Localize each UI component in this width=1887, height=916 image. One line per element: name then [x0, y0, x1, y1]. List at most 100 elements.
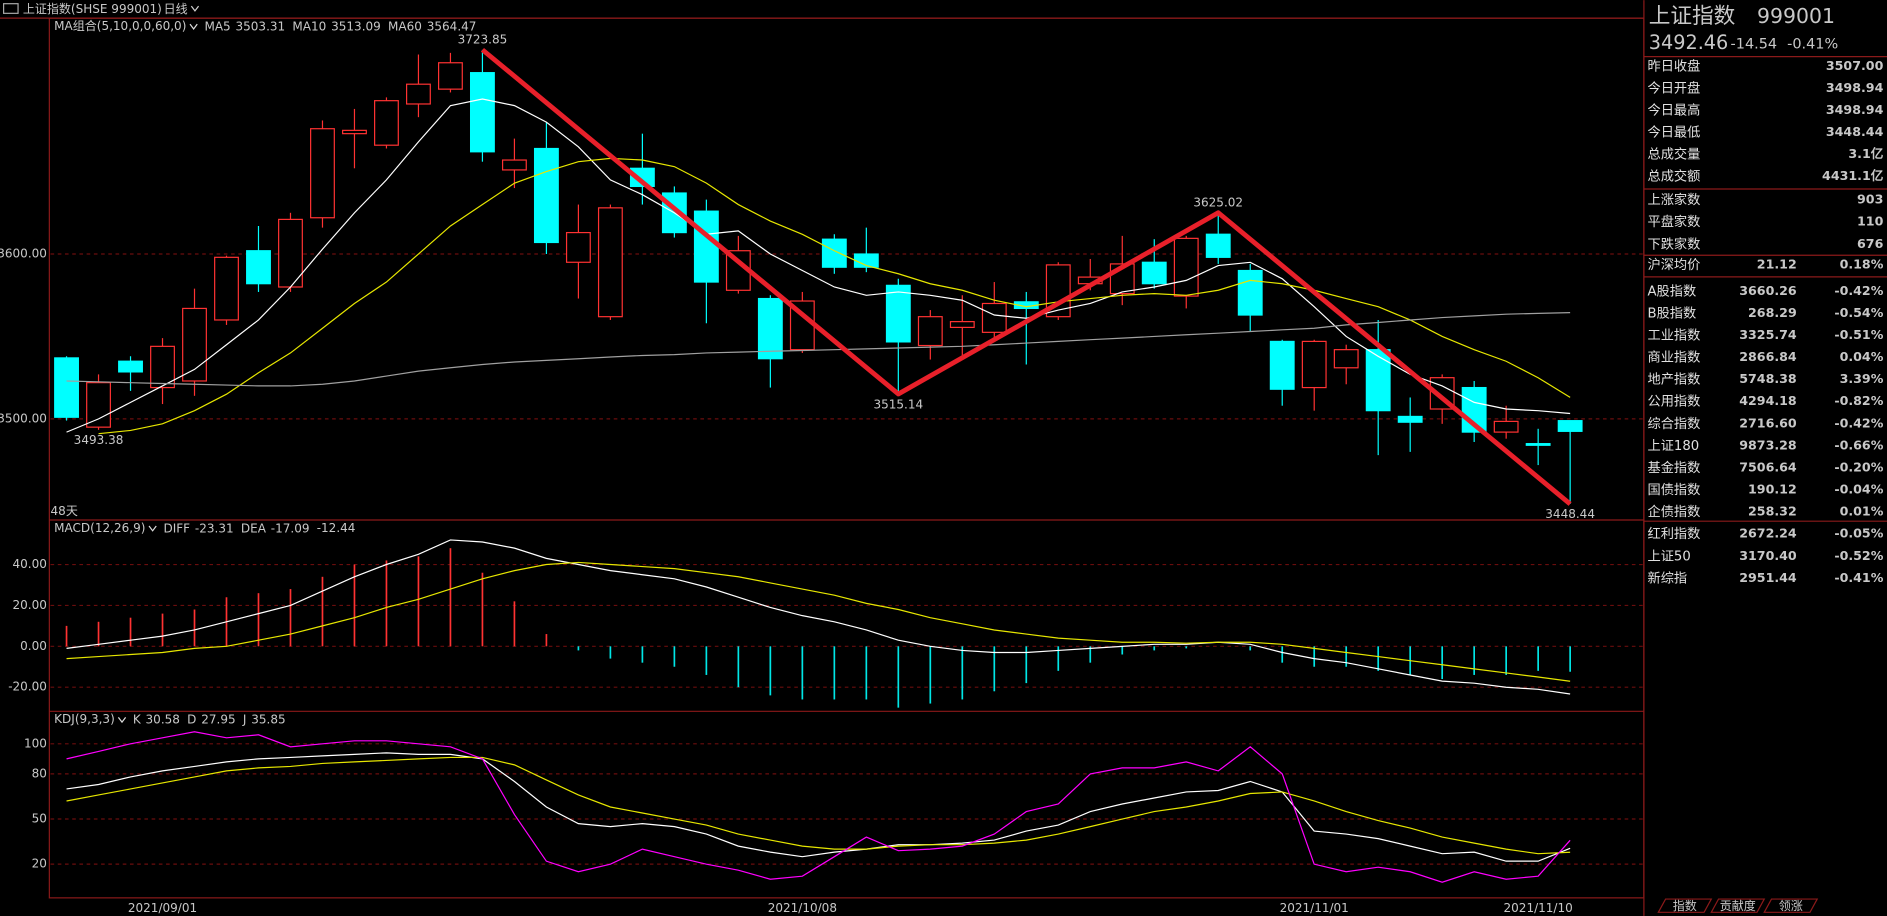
legend-entry: J 35.85 [242, 712, 286, 726]
candle-body [501, 159, 527, 171]
indicator-line [66, 98, 1571, 433]
index-name[interactable]: 公用指数 [1648, 394, 1701, 410]
legend-value: 3513.09 [331, 19, 381, 33]
candle-body [757, 297, 783, 360]
candle-body [182, 307, 207, 382]
legend-name: K [133, 712, 142, 726]
tab-label[interactable]: 指数 [1673, 898, 1697, 913]
index-value: 3325.74 [1739, 327, 1797, 342]
y-tick-label: -20.00 [8, 680, 47, 694]
index-pct: -0.41% [1834, 570, 1883, 585]
candle-body [1237, 269, 1263, 316]
index-value: 268.29 [1748, 305, 1797, 320]
y-tick-label: 40.00 [13, 557, 47, 571]
row-value: 3507.00 [1826, 58, 1884, 73]
candle-body [54, 357, 79, 418]
extreme-label: 3515.14 [873, 397, 923, 411]
index-name[interactable]: A股指数 [1648, 283, 1697, 299]
index-value: 258.32 [1748, 504, 1797, 519]
indicator-chevron[interactable] [189, 23, 198, 30]
side-panel-lines [1643, 56, 1887, 522]
row-label: 上涨家数 [1648, 191, 1701, 208]
legend-name: MA10 [292, 19, 326, 33]
index-value: 2716.60 [1739, 415, 1797, 430]
candle-body [1045, 264, 1071, 318]
candle-body [1333, 349, 1359, 369]
indicator-name[interactable]: MACD(12,26,9) [54, 521, 145, 535]
index-pct: -0.51% [1834, 327, 1883, 342]
index-pct: -0.42% [1834, 283, 1883, 298]
indicator-line [66, 539, 1571, 695]
index-pct: -0.20% [1834, 459, 1883, 474]
index-name[interactable]: 企债指数 [1648, 503, 1701, 520]
top-bar: 上证指数(SHSE 999001) 日线 [3, 1, 200, 16]
y-tick-label: 3600.00 [0, 247, 47, 261]
candle-body [469, 72, 495, 153]
candle-body [310, 128, 335, 219]
index-name[interactable]: 上证50 [1648, 548, 1691, 564]
legend-value: 3564.47 [427, 19, 477, 33]
indicator-name[interactable]: KDJ(9,3,3) [54, 712, 115, 726]
extreme-label: 3448.44 [1545, 507, 1595, 521]
legend-name: DEA [241, 521, 267, 535]
legend-value: 30.58 [146, 712, 180, 726]
index-pct: -0.82% [1834, 393, 1883, 408]
index-name[interactable]: 基金指数 [1648, 460, 1701, 476]
index-name[interactable]: 国债指数 [1648, 482, 1701, 498]
index-name[interactable]: B股指数 [1648, 305, 1697, 321]
tab[interactable] [1710, 898, 1766, 913]
legend-name: J [242, 712, 247, 726]
index-pct: -0.04% [1834, 482, 1883, 497]
index-name[interactable]: 综合指数 [1648, 416, 1701, 432]
candle-body [86, 382, 111, 428]
y-tick-label: 80 [32, 766, 47, 780]
index-name[interactable]: 新综指 [1648, 570, 1688, 586]
row-value: 4431.1亿 [1822, 168, 1884, 183]
indicator-name[interactable]: MA组合(5,10,0,0,60,0) [54, 18, 186, 33]
index-pct: 0.01% [1840, 504, 1884, 519]
candle-body [150, 345, 175, 389]
legend-entry: DIFF -23.31 [163, 521, 233, 535]
candle-body [917, 316, 943, 347]
indicator-line [66, 731, 1571, 883]
candle-body [342, 129, 367, 135]
tab[interactable] [1657, 898, 1713, 913]
candle-body [118, 360, 143, 373]
candle-body [438, 62, 463, 90]
legend-value: -17.09 [271, 521, 310, 535]
index-name[interactable]: 红利指数 [1648, 526, 1701, 542]
quote-change: -14.54 [1731, 37, 1778, 53]
index-name[interactable]: 地产指数 [1648, 372, 1701, 388]
index-pct: 0.04% [1840, 349, 1884, 364]
index-name[interactable]: 工业指数 [1648, 327, 1701, 343]
tab-label[interactable]: 贡献度 [1720, 898, 1756, 913]
index-name[interactable]: 上证180 [1648, 438, 1700, 454]
menu-icon[interactable] [3, 3, 19, 14]
index-value: 3170.40 [1739, 548, 1797, 563]
period-chevron[interactable] [190, 5, 200, 12]
legend-entry: D 27.95 [187, 712, 235, 726]
indicator-chevron[interactable] [117, 716, 127, 724]
row-value: 3498.94 [1826, 80, 1884, 95]
row-label: 昨日收盘 [1648, 57, 1701, 74]
indicator-chevron[interactable] [148, 525, 157, 532]
candle-body [1525, 443, 1551, 446]
legend-entry: DEA -17.09 [241, 521, 310, 535]
quote-pct: -0.41% [1787, 37, 1838, 53]
x-tick-label: 2021/11/10 [1504, 901, 1573, 915]
candle-body [406, 83, 431, 105]
candle-body [693, 210, 719, 283]
tab-label[interactable]: 领涨 [1779, 898, 1803, 913]
candle-body [597, 207, 623, 318]
period-selector[interactable]: 日线 [164, 2, 188, 16]
index-name[interactable]: 商业指数 [1648, 350, 1701, 366]
extreme-label: 3493.38 [74, 433, 124, 447]
indicator-line [66, 561, 1571, 682]
candle-body [565, 231, 591, 263]
extreme-label: 3625.02 [1193, 196, 1243, 210]
row-value: 3.1亿 [1848, 146, 1883, 161]
y-tick-label: 50 [32, 812, 47, 826]
legend-value: -23.31 [195, 521, 234, 535]
tab[interactable] [1763, 898, 1819, 913]
chart-frame [0, 0, 1645, 916]
